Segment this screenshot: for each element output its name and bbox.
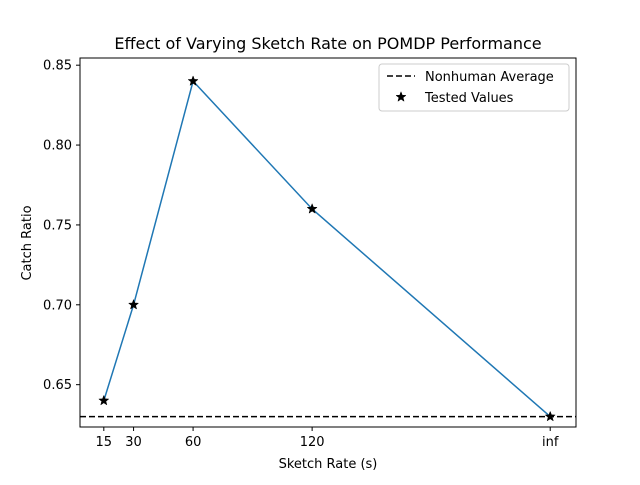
data-point-star-2 <box>187 75 199 86</box>
y-tick-label-4: 0.85 <box>43 59 72 74</box>
data-point-star-1 <box>127 298 140 310</box>
legend-box <box>378 63 570 112</box>
chart-title: Effect of Varying Sketch Rate on POMDP P… <box>114 34 541 53</box>
x-tick-label-0: 15 <box>96 435 113 450</box>
x-tick-label-3: 120 <box>300 435 325 450</box>
x-tick-label-1: 30 <box>125 435 142 450</box>
y-tick-label-0: 0.65 <box>43 378 72 393</box>
y-tick-label-3: 0.80 <box>43 139 72 154</box>
x-tick-label-2: 60 <box>185 435 202 450</box>
y-axis-label: Catch Ratio <box>20 205 35 280</box>
legend-label-tested-values: Tested Values <box>424 91 514 106</box>
y-tick-label-1: 0.70 <box>43 298 72 313</box>
data-point-star-0 <box>98 394 110 406</box>
legend-label-nonhuman-average: Nonhuman Average <box>425 70 554 85</box>
data-point-star-4 <box>544 410 556 422</box>
axes-frame <box>79 57 577 428</box>
legend-star-icon <box>395 91 407 102</box>
data-point-star-3 <box>306 203 318 214</box>
plot-area: 15 30 60 120 inf 0.65 0.70 0.75 0.80 0.85 <box>43 57 577 450</box>
series-line-0 <box>103 79 551 418</box>
legend: Nonhuman Average Tested Values <box>378 63 570 112</box>
y-tick-label-2: 0.75 <box>43 218 72 233</box>
x-tick-label-4: inf <box>542 435 559 450</box>
x-axis-label: Sketch Rate (s) <box>279 457 378 472</box>
